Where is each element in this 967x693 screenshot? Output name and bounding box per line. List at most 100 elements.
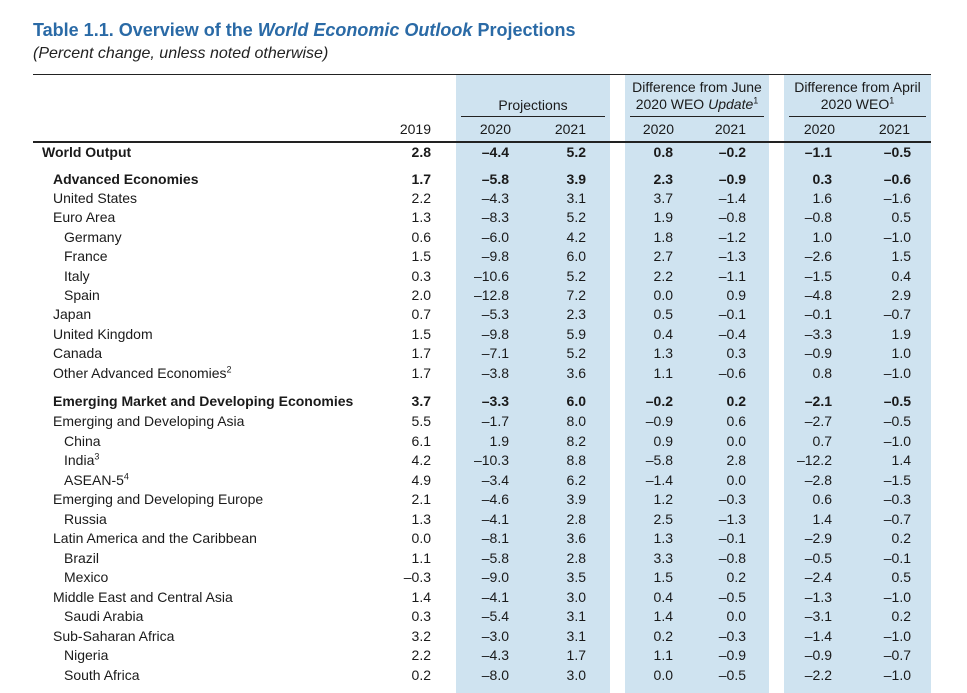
value-cell: –1.4 [804, 628, 832, 644]
table-row: Euro Area 1.3 –8.3 5.2 1.9 –0.8 –0.8 0.5 [0, 208, 967, 228]
value-cell: 3.3 [653, 550, 673, 566]
value-cell: –1.4 [645, 472, 673, 488]
value-cell: 2.1 [411, 491, 431, 507]
table-row: ASEAN-54 4.9 –3.4 6.2 –1.4 0.0 –2.8 –1.5 [0, 471, 967, 491]
table-row: United States 2.2 –4.3 3.1 3.7 –1.4 1.6 –1.6 [0, 189, 967, 209]
value-cell: –6.0 [481, 229, 509, 245]
header-rule [33, 141, 931, 143]
value-cell: 8.8 [566, 452, 586, 468]
value-cell: –2.9 [804, 530, 832, 546]
value-cell: 0.3 [812, 171, 832, 187]
projections-header: Projections [498, 97, 568, 113]
value-cell: 0.4 [653, 589, 673, 605]
footnote-marker: 4 [123, 471, 129, 482]
value-cell: 2.8 [566, 550, 586, 566]
value-cell: 0.2 [726, 393, 746, 409]
value-cell: –1.3 [718, 248, 746, 264]
value-cell: –4.8 [804, 287, 832, 303]
value-cell: –0.5 [883, 413, 911, 429]
value-cell: 0.5 [653, 306, 673, 322]
value-cell: 1.0 [891, 345, 911, 361]
value-cell: 6.2 [566, 472, 586, 488]
value-cell: –9.8 [481, 248, 509, 264]
value-cell: 0.3 [411, 608, 431, 624]
value-cell: –3.3 [481, 393, 509, 409]
table-row: India3 4.2 –10.3 8.8 –5.8 2.8 –12.2 1.4 [0, 451, 967, 471]
value-cell: –1.2 [718, 229, 746, 245]
june-diff-band [625, 75, 769, 693]
value-cell: –12.8 [473, 287, 509, 303]
value-cell: 0.2 [891, 608, 911, 624]
row-label: Italy [64, 268, 90, 284]
value-cell: 1.9 [489, 433, 509, 449]
april-diff-line2: 2020 WEO1 [820, 95, 895, 112]
value-cell: 2.5 [653, 511, 673, 527]
value-cell: –8.3 [481, 209, 509, 225]
value-cell: 4.2 [411, 452, 431, 468]
value-cell: –0.3 [883, 491, 911, 507]
table-row: Saudi Arabia 0.3 –5.4 3.1 1.4 0.0 –3.1 0.2 [0, 607, 967, 627]
value-cell: 3.6 [566, 530, 586, 546]
value-cell: 0.0 [726, 472, 746, 488]
table-row: Emerging and Developing Asia 5.5 –1.7 8.0 –0… [0, 412, 967, 432]
value-cell: –0.5 [804, 550, 832, 566]
value-cell: –5.8 [481, 550, 509, 566]
value-cell: –7.1 [481, 345, 509, 361]
value-cell: –8.1 [481, 530, 509, 546]
row-label: Emerging and Developing Asia [53, 413, 245, 429]
table-row: Brazil 1.1 –5.8 2.8 3.3 –0.8 –0.5 –0.1 [0, 549, 967, 569]
row-label: India3 [64, 451, 100, 468]
table-row: Canada 1.7 –7.1 5.2 1.3 0.3 –0.9 1.0 [0, 344, 967, 364]
value-cell: –3.0 [481, 628, 509, 644]
value-cell: –0.7 [883, 306, 911, 322]
value-cell: 2.9 [891, 287, 911, 303]
value-cell: –1.7 [481, 413, 509, 429]
title-suffix: Projections [472, 20, 576, 40]
value-cell: 3.0 [566, 589, 586, 605]
projections-underline [461, 116, 605, 117]
value-cell: 1.7 [411, 171, 431, 187]
value-cell: 1.7 [411, 345, 431, 361]
value-cell: 2.8 [411, 144, 431, 160]
value-cell: –1.5 [804, 268, 832, 284]
projections-band [456, 75, 610, 693]
value-cell: 1.3 [411, 511, 431, 527]
value-cell: 3.5 [566, 569, 586, 585]
top-rule [33, 74, 931, 75]
value-cell: 1.1 [653, 365, 673, 381]
value-cell: –5.4 [481, 608, 509, 624]
value-cell: –1.6 [883, 190, 911, 206]
value-cell: 5.2 [566, 268, 586, 284]
table-row: Japan 0.7 –5.3 2.3 0.5 –0.1 –0.1 –0.7 [0, 305, 967, 325]
table-row: Sub-Saharan Africa 3.2 –3.0 3.1 0.2 –0.3 –1.4 –… [0, 627, 967, 647]
value-cell: 0.6 [812, 491, 832, 507]
value-cell: –1.0 [883, 433, 911, 449]
value-cell: 2.3 [653, 171, 673, 187]
value-cell: 1.2 [653, 491, 673, 507]
value-cell: –0.9 [804, 345, 832, 361]
value-cell: 2.2 [653, 268, 673, 284]
value-cell: 0.3 [726, 345, 746, 361]
value-cell: 5.2 [566, 144, 586, 160]
value-cell: 3.2 [411, 628, 431, 644]
row-label: Other Advanced Economies2 [53, 364, 232, 381]
row-label: Emerging and Developing Europe [53, 491, 264, 507]
value-cell: 0.8 [653, 144, 673, 160]
value-cell: –1.0 [883, 229, 911, 245]
row-label: Brazil [64, 550, 100, 566]
value-cell: 1.5 [891, 248, 911, 264]
value-cell: –4.6 [481, 491, 509, 507]
value-cell: –0.3 [403, 569, 431, 585]
value-cell: –12.2 [796, 452, 832, 468]
value-cell: –2.2 [804, 667, 832, 683]
value-cell: 0.5 [891, 569, 911, 585]
year-header: 2019 [399, 121, 431, 137]
value-cell: 7.2 [566, 287, 586, 303]
value-cell: –0.4 [718, 326, 746, 342]
value-cell: 0.0 [653, 667, 673, 683]
value-cell: –4.3 [481, 647, 509, 663]
table-row: Italy 0.3 –10.6 5.2 2.2 –1.1 –1.5 0.4 [0, 267, 967, 287]
value-cell: 1.3 [411, 209, 431, 225]
value-cell: –0.8 [718, 209, 746, 225]
year-header: 2021 [878, 121, 910, 137]
